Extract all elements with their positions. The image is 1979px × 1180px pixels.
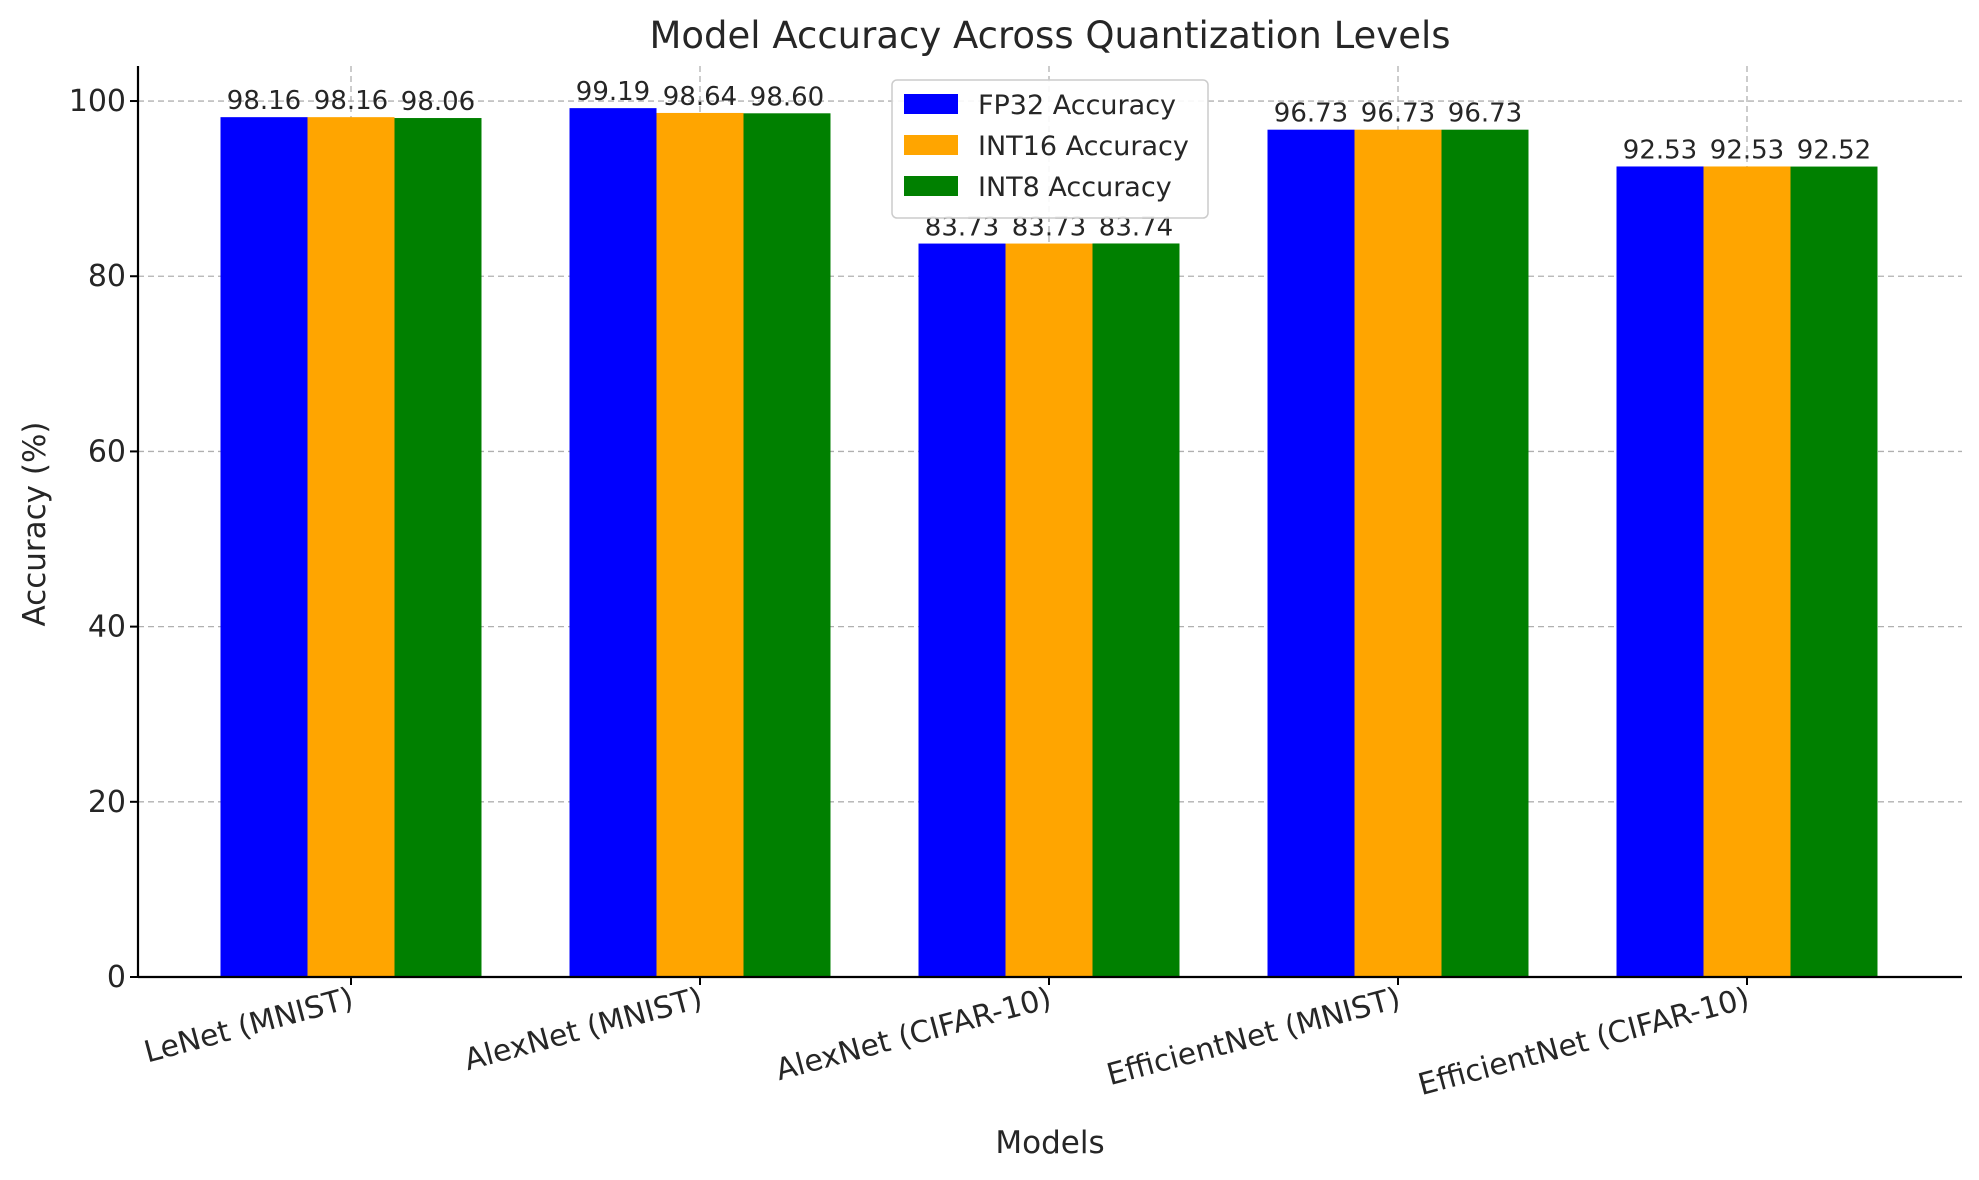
legend-label: INT8 Accuracy [978,172,1172,203]
y-axis-ticks: 0 20 40 60 80 100 [69,84,138,995]
legend-box [891,79,1209,219]
legend-label: FP32 Accuracy [978,90,1176,121]
x-tick-label: EfficientNet (CIFAR-10) [1415,981,1754,1103]
x-tick-label: LeNet (MNIST) [141,981,358,1070]
bar-value-label: 98.60 [750,82,824,112]
chart-title: Model Accuracy Across Quantization Level… [649,14,1450,57]
bar [1092,243,1180,978]
y-axis-label: Accuracy (%) [17,421,53,626]
bar [1616,166,1704,978]
x-axis-ticks: LeNet (MNIST) AlexNet (MNIST) AlexNet (CIF… [141,977,1754,1103]
y-tick-label: 60 [88,434,126,469]
legend-swatch [904,94,958,114]
bar [307,117,395,978]
bar-value-label: 92.52 [1797,136,1871,166]
bar-value-label: 96.73 [1274,99,1348,129]
bar-value-label: 98.16 [314,86,388,116]
bar-value-label: 99.19 [576,77,650,107]
legend-label: INT16 Accuracy [978,131,1189,162]
bars [220,108,1878,978]
bar [1267,129,1355,978]
bar [220,117,308,978]
bar-value-label: 96.73 [1448,99,1522,129]
x-tick-label: AlexNet (CIFAR-10) [772,981,1055,1088]
bar [918,243,1006,978]
y-tick-label: 0 [107,960,126,995]
bar-value-label: 98.16 [227,86,301,116]
bar-value-label: 92.53 [1710,135,1784,165]
bar-value-label: 92.53 [1623,135,1697,165]
x-tick-label: AlexNet (MNIST) [461,981,706,1078]
bar [569,108,657,978]
legend-swatch [904,135,958,155]
legend: FP32 Accuracy INT16 Accuracy INT8 Accuracy [891,79,1209,219]
legend-swatch [904,176,958,196]
y-tick-label: 40 [88,610,126,645]
y-tick-label: 80 [88,259,126,294]
bar [1441,129,1529,978]
y-tick-label: 20 [88,785,126,820]
bar [1790,166,1878,978]
bar [656,112,744,977]
bar [1703,166,1791,978]
bar-value-label: 96.73 [1361,99,1435,129]
x-tick-label: EfficientNet (MNIST) [1103,981,1404,1093]
bar-value-label: 98.06 [401,87,475,117]
y-tick-label: 100 [69,84,126,119]
x-axis-label: Models [995,1125,1104,1161]
bar [1354,129,1442,978]
bar [394,118,482,978]
bar [1005,243,1093,978]
bar-value-label: 98.64 [663,82,737,112]
bar [743,113,831,977]
